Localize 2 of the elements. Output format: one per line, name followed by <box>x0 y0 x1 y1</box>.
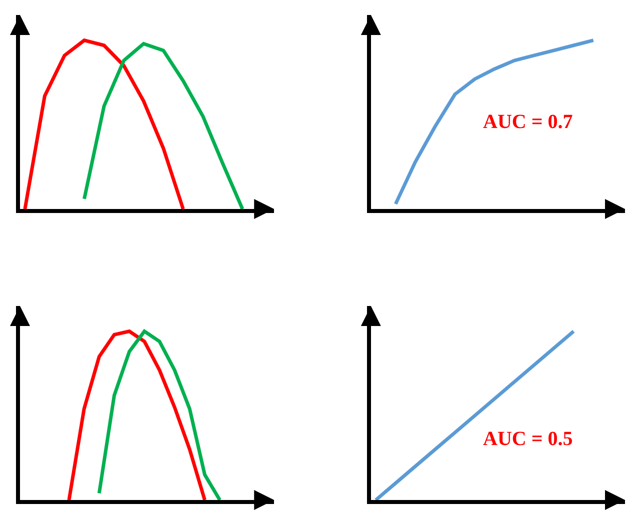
annotation: AUC = 0.5 <box>483 428 573 450</box>
annotation: AUC = 0.7 <box>483 111 573 133</box>
